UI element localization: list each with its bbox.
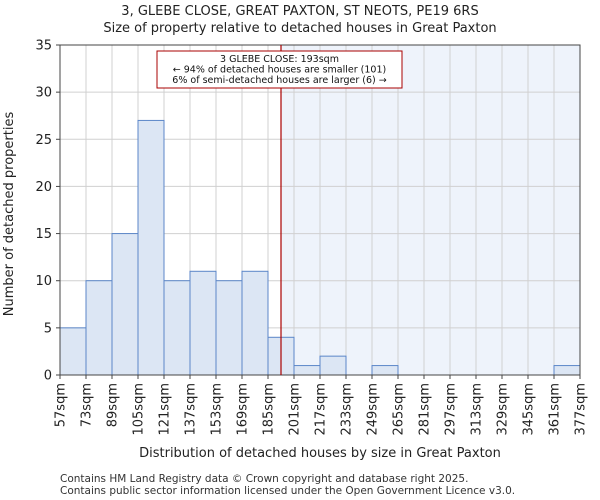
histogram-bar — [293, 365, 321, 376]
histogram-bar — [215, 280, 243, 376]
annotation-larger: 6% of semi-detached houses are larger (6… — [172, 75, 386, 86]
annotation-smaller: ← 94% of detached houses are smaller (10… — [173, 65, 386, 76]
histogram-bar — [59, 327, 87, 376]
x-tick-label: 201sqm — [288, 383, 303, 436]
x-tick-label: 121sqm — [158, 383, 173, 436]
y-tick-label: 5 — [44, 321, 52, 336]
x-tick-label: 313sqm — [470, 383, 485, 436]
x-tick-label: 345sqm — [522, 383, 537, 436]
annotation-title: 3 GLEBE CLOSE: 193sqm — [220, 54, 339, 65]
x-axis-label: Distribution of detached houses by size … — [139, 446, 501, 461]
x-tick-label: 265sqm — [392, 383, 407, 436]
y-axis-label: Number of detached properties — [2, 112, 17, 317]
y-tick-label: 10 — [35, 274, 52, 289]
histogram-bar — [189, 270, 217, 376]
footer-licence: Contains public sector information licen… — [60, 485, 516, 497]
histogram-bar — [241, 270, 269, 376]
y-tick-label: 15 — [35, 227, 52, 242]
y-tick-label: 0 — [44, 369, 52, 384]
x-tick-label: 185sqm — [262, 383, 277, 436]
y-tick-label: 35 — [35, 39, 52, 54]
y-tick-label: 20 — [35, 180, 52, 195]
x-tick-label: 89sqm — [106, 383, 121, 427]
y-tick-label: 30 — [35, 86, 52, 101]
annotation-box — [156, 50, 403, 89]
chart-title: 3, GLEBE CLOSE, GREAT PAXTON, ST NEOTS, … — [121, 4, 479, 19]
x-tick-label: 73sqm — [80, 383, 95, 427]
x-tick-label: 329sqm — [496, 383, 511, 436]
histogram-bar — [111, 233, 139, 376]
y-tick-label: 25 — [35, 133, 52, 148]
x-tick-label: 105sqm — [132, 383, 147, 436]
histogram-bar — [319, 355, 347, 376]
histogram-bar — [137, 119, 165, 376]
x-tick-label: 153sqm — [210, 383, 225, 436]
x-tick-label: 137sqm — [184, 383, 199, 436]
histogram-bar — [371, 365, 399, 376]
x-tick-label: 57sqm — [54, 383, 69, 427]
x-tick-label: 297sqm — [444, 383, 459, 436]
footer-copyright: Contains HM Land Registry data © Crown c… — [60, 473, 469, 485]
chart-subtitle: Size of property relative to detached ho… — [103, 21, 497, 36]
x-tick-label: 281sqm — [418, 383, 433, 436]
histogram-bar — [163, 280, 191, 376]
x-tick-label: 233sqm — [340, 383, 355, 436]
x-tick-label: 249sqm — [366, 383, 381, 436]
x-tick-label: 361sqm — [548, 383, 563, 436]
x-tick-label: 169sqm — [236, 383, 251, 436]
larger-region-shade — [281, 45, 580, 375]
x-tick-label: 217sqm — [314, 383, 329, 436]
histogram-bar — [85, 280, 113, 376]
x-tick-label: 377sqm — [574, 383, 589, 436]
histogram-bar — [553, 365, 581, 376]
